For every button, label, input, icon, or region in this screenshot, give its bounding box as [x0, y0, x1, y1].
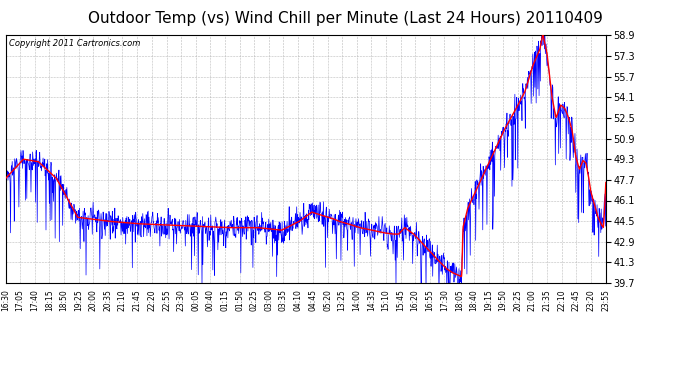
Text: Outdoor Temp (vs) Wind Chill per Minute (Last 24 Hours) 20110409: Outdoor Temp (vs) Wind Chill per Minute …	[88, 11, 602, 26]
Text: Copyright 2011 Cartronics.com: Copyright 2011 Cartronics.com	[8, 39, 140, 48]
